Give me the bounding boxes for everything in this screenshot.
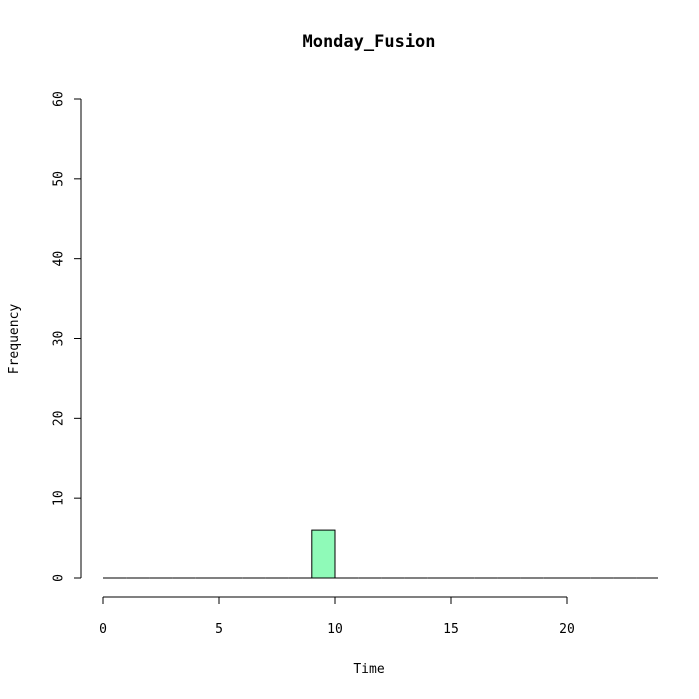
x-axis: 0 5 10 15 20 — [99, 596, 575, 637]
y-tick-label-20: 20 — [52, 411, 67, 427]
y-tick-label-60: 60 — [52, 91, 67, 107]
y-axis: 0 10 20 30 40 50 60 — [52, 91, 82, 582]
x-axis-ticks: 0 5 10 15 20 — [99, 597, 575, 637]
y-tick-label-0: 0 — [52, 574, 67, 582]
x-tick-label-0: 0 — [99, 622, 107, 637]
y-tick-label-30: 30 — [52, 331, 67, 347]
histogram-bar-9-10 — [311, 529, 336, 579]
x-tick-label-15: 15 — [443, 622, 459, 637]
x-tick-label-20: 20 — [559, 622, 575, 637]
y-tick-label-40: 40 — [52, 251, 67, 267]
chart-title: Monday_Fusion — [302, 32, 435, 52]
y-tick-label-50: 50 — [52, 171, 67, 187]
y-tick-label-10: 10 — [52, 490, 67, 506]
y-axis-label: Frequency — [7, 304, 22, 375]
x-tick-label-10: 10 — [327, 622, 343, 637]
y-axis-ticks: 0 10 20 30 40 50 60 — [52, 91, 81, 582]
histogram-bars — [103, 529, 658, 579]
x-axis-label: Time — [353, 662, 384, 677]
x-tick-label-5: 5 — [215, 622, 223, 637]
